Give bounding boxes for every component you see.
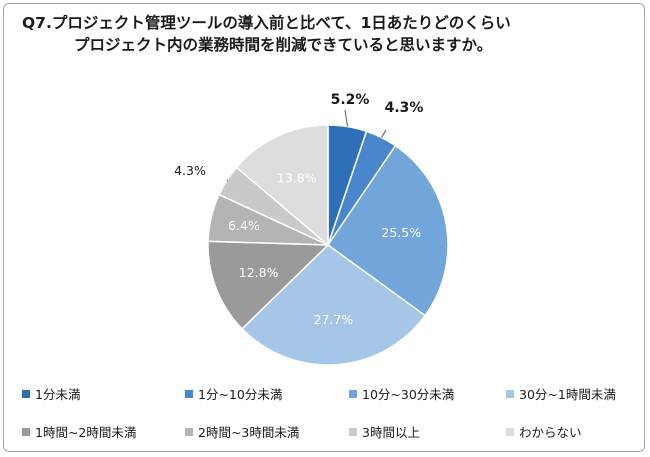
legend-item-7: 3時間以上 [349, 422, 420, 441]
slice-label-4: 27.7% [314, 312, 354, 327]
legend-swatch [349, 427, 357, 436]
legend-swatch [185, 389, 193, 398]
slice-label-2: 4.3% [385, 100, 424, 116]
slice-label-7: 4.3% [174, 163, 206, 178]
legend-item-8: わからない [506, 422, 582, 441]
legend-swatch [506, 389, 514, 398]
slice-label-5: 12.8% [239, 265, 279, 280]
legend-swatch [22, 389, 30, 398]
legend-swatch [185, 427, 193, 436]
legend-label: 1時間~2時間未満 [35, 425, 137, 440]
slice-label-3: 25.5% [381, 225, 421, 240]
legend-swatch [506, 427, 514, 436]
chart-title: Q7.プロジェクト管理ツールの導入前と比べて、1日あたりどのくらい プロジェクト… [22, 12, 622, 56]
legend-label: 1分未満 [35, 387, 81, 402]
legend-label: 1分~10分未満 [198, 387, 283, 402]
legend-label: 3時間以上 [362, 425, 420, 440]
slice-label-8: 13.8% [277, 170, 317, 185]
chart-frame [3, 3, 645, 452]
legend-item-2: 1分~10分未満 [185, 384, 282, 403]
legend-label: 30分~1時間未満 [519, 387, 616, 402]
pie-slice-4 [241, 244, 427, 366]
legend-label: わからない [519, 425, 582, 440]
chart-title-line-2: プロジェクト内の業務時間を削減できていると思いますか。 [74, 36, 493, 54]
chart-title-line-1: Q7.プロジェクト管理ツールの導入前と比べて、1日あたりどのくらい [22, 14, 511, 32]
slice-label-6: 6.4% [228, 218, 260, 233]
legend-swatch [22, 427, 30, 436]
legend-item-4: 30分~1時間未満 [506, 384, 616, 403]
legend-label: 10分~30分未満 [362, 387, 455, 402]
leader-line-2 [381, 129, 387, 138]
leader-line-1 [344, 109, 349, 127]
slice-label-1: 5.2% [331, 92, 370, 108]
legend-swatch [349, 389, 357, 398]
legend-item-1: 1分未満 [22, 384, 80, 403]
pie-slice-3 [326, 144, 449, 317]
legend-item-5: 1時間~2時間未満 [22, 422, 136, 441]
legend-item-6: 2時間~3時間未満 [185, 422, 299, 441]
legend-item-3: 10分~30分未満 [349, 384, 454, 403]
pie-slice-8 [235, 124, 329, 247]
legend-label: 2時間~3時間未満 [198, 425, 300, 440]
pie-slice-5 [207, 240, 330, 330]
